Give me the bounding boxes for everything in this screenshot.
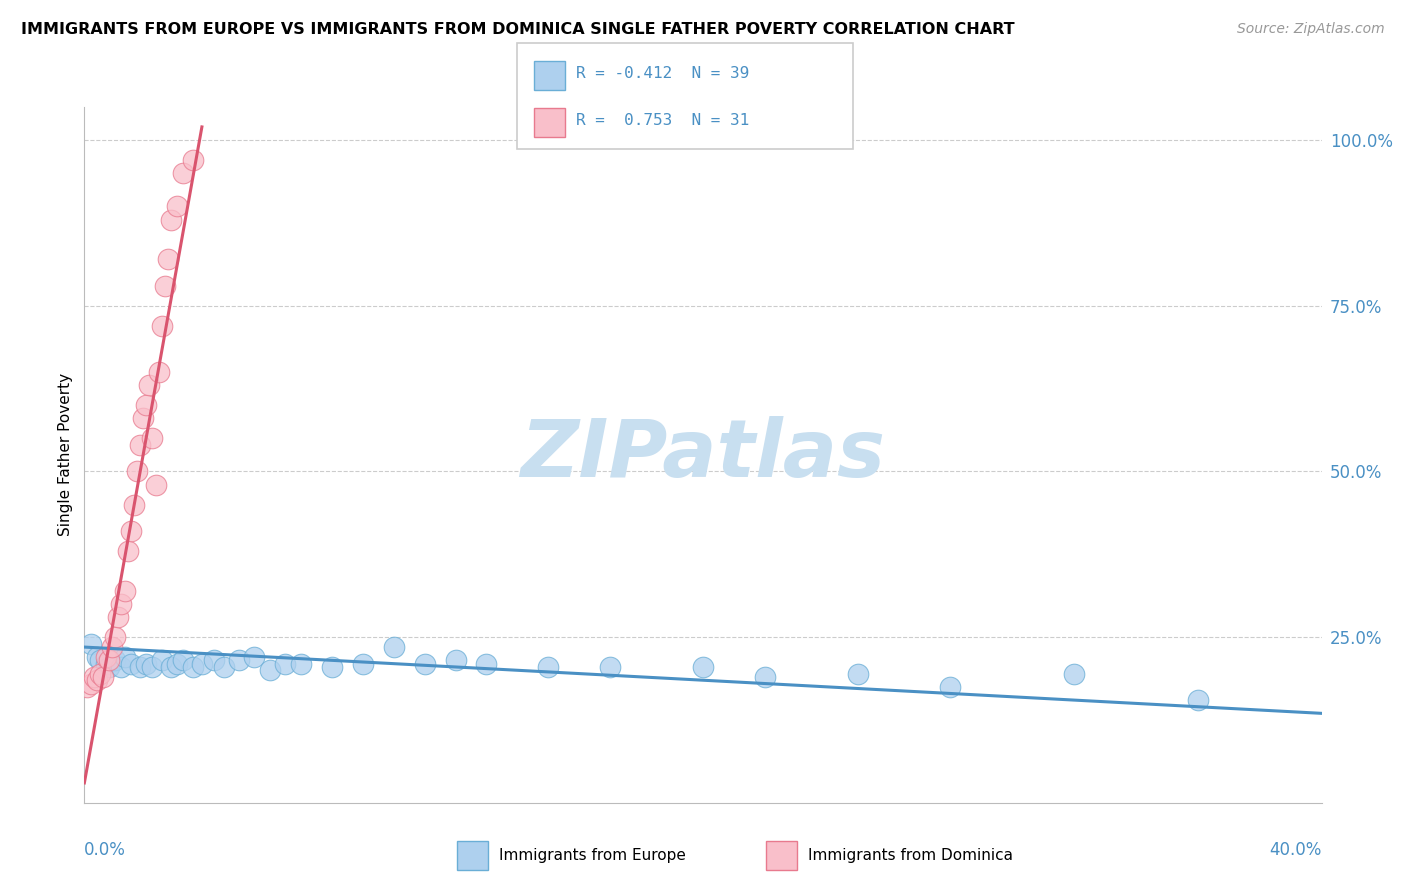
Text: ZIPatlas: ZIPatlas [520, 416, 886, 494]
Point [104, 653, 127, 667]
Point [1187, 693, 1209, 707]
Point [114, 650, 136, 665]
Point [290, 657, 312, 671]
Point [444, 653, 467, 667]
Point [259, 663, 281, 677]
Point [382, 640, 405, 654]
Point [79, 676, 101, 690]
Point [160, 212, 183, 227]
Point [138, 378, 160, 392]
Point [129, 660, 152, 674]
Y-axis label: Single Father Poverty: Single Father Poverty [58, 374, 73, 536]
Point [599, 660, 621, 674]
Point [172, 653, 194, 667]
Point [94, 657, 117, 671]
Point [156, 252, 179, 267]
Point [101, 640, 124, 654]
Point [1063, 666, 1085, 681]
Point [212, 660, 235, 674]
Point [125, 465, 148, 479]
Text: Immigrants from Dominica: Immigrants from Dominica [808, 848, 1014, 863]
Point [145, 477, 167, 491]
Point [86, 673, 108, 688]
Point [181, 153, 204, 167]
Point [692, 660, 714, 674]
Point [191, 657, 214, 671]
Point [148, 365, 170, 379]
Point [228, 653, 250, 667]
Point [537, 660, 560, 674]
Text: 0.0%: 0.0% [84, 841, 127, 859]
Point [166, 657, 188, 671]
Point [166, 199, 188, 213]
Point [89, 653, 111, 667]
Point [110, 597, 132, 611]
Point [107, 610, 129, 624]
Point [135, 657, 157, 671]
Point [172, 166, 194, 180]
Point [141, 660, 163, 674]
Point [754, 670, 776, 684]
Point [939, 680, 962, 694]
Point [110, 660, 132, 674]
Point [150, 653, 173, 667]
Point [86, 650, 108, 665]
Point [98, 660, 121, 674]
Point [76, 680, 98, 694]
Point [846, 666, 869, 681]
Point [160, 660, 183, 674]
Point [122, 498, 145, 512]
Point [153, 279, 176, 293]
Point [413, 657, 436, 671]
Point [321, 660, 343, 674]
Point [89, 666, 111, 681]
Text: Source: ZipAtlas.com: Source: ZipAtlas.com [1237, 22, 1385, 37]
Point [132, 411, 155, 425]
Point [274, 657, 297, 671]
Point [117, 544, 139, 558]
Point [141, 431, 163, 445]
Text: R = -0.412  N = 39: R = -0.412 N = 39 [576, 66, 749, 81]
Point [91, 670, 114, 684]
Point [352, 657, 374, 671]
Point [181, 660, 204, 674]
Point [83, 670, 105, 684]
Text: Immigrants from Europe: Immigrants from Europe [499, 848, 686, 863]
Point [129, 438, 152, 452]
Point [114, 583, 136, 598]
Point [243, 650, 266, 665]
Point [150, 318, 173, 333]
Text: 40.0%: 40.0% [1270, 841, 1322, 859]
Point [475, 657, 498, 671]
Point [135, 398, 157, 412]
Text: IMMIGRANTS FROM EUROPE VS IMMIGRANTS FROM DOMINICA SINGLE FATHER POVERTY CORRELA: IMMIGRANTS FROM EUROPE VS IMMIGRANTS FRO… [21, 22, 1015, 37]
Point [120, 657, 142, 671]
Point [120, 524, 142, 538]
Point [104, 630, 127, 644]
Point [94, 650, 117, 665]
Point [98, 653, 121, 667]
Point [202, 653, 225, 667]
Point [79, 637, 101, 651]
Text: R =  0.753  N = 31: R = 0.753 N = 31 [576, 113, 749, 128]
